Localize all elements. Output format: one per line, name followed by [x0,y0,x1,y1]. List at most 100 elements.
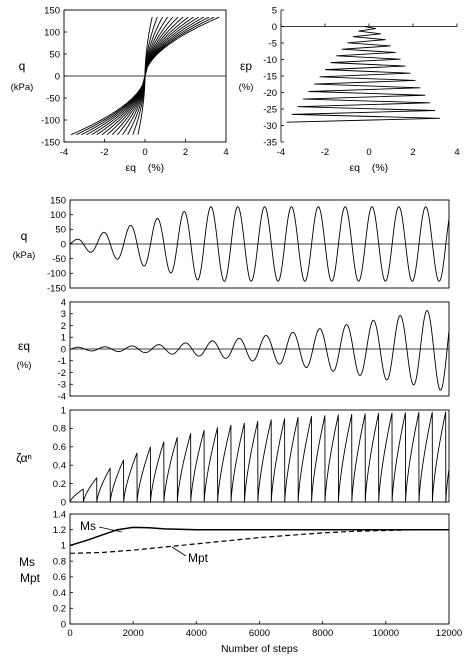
y-tick-label: 0.8 [53,424,66,435]
loop-cycle [132,16,158,135]
x-tick-label: 4 [223,147,228,158]
x-axis-label: εq [125,162,136,174]
y-tick-label: 0.2 [53,604,66,615]
y-tick-label: -35 [263,137,277,148]
annotation-Ms-arrow [98,526,123,533]
y-axis-label: ζαⁿ [16,451,32,465]
x-tick-label: 6000 [249,628,270,639]
y-tick-label: 0 [61,497,66,508]
loop-cycle [76,16,215,136]
y-tick-label: 0.4 [53,461,66,472]
loop-cycle [111,16,179,135]
x-tick-label: 2 [410,147,415,158]
y-tick-label: 0 [61,619,66,630]
loop-cycle [106,16,184,136]
y-tick-label: -30 [263,121,277,132]
y-tick-label: 1.2 [53,525,66,536]
x-axis-unit: (%) [372,162,388,174]
annotation-Mpt: Mpt [188,551,209,565]
x-tick-label: -4 [277,147,285,158]
loop-cycle [81,16,210,136]
x-tick-label: 0 [142,147,147,158]
y-tick-label: 0 [61,239,66,250]
y-axis-unit: (kPa) [13,250,36,261]
panel-q-history: 150 100 50 0 -50 -100 -150 q (kPa) [13,195,450,294]
y-tick-label: -15 [263,71,277,82]
x-tick-label: 8000 [312,628,333,639]
y-tick-label: -3 [58,380,66,391]
y-axis-label: q [19,59,26,73]
y-axis-label-Ms: Ms [19,555,35,569]
x-tick-label: -4 [60,147,68,158]
x-tick-label: -2 [321,147,329,158]
x-tick-label: 10000 [373,628,399,639]
loop-cycle [86,16,204,136]
x-tick-label: 12000 [436,628,462,639]
annotation-Mpt-arrow [171,546,187,557]
x-tick-label: 0 [366,147,371,158]
y-tick-label: -100 [47,269,66,280]
y-tick-label: -25 [263,104,277,115]
x-tick-label: 4 [454,147,459,158]
y-axis-label: εq [18,339,30,353]
y-tick-label: -2 [58,368,66,379]
y-tick-label: 50 [55,225,66,236]
y-tick-label: 2 [61,321,66,332]
series-Ms [69,526,449,547]
y-tick-label: 1 [61,333,66,344]
loop-cycle [70,16,220,136]
loop-cycle [101,16,189,136]
y-tick-label: 0.8 [53,556,66,567]
ep-eq-path [286,26,441,123]
y-tick-label: 0.6 [53,442,66,453]
y-tick-label: 0.4 [53,588,66,599]
loop-cycle [127,16,163,135]
y-tick-label: -100 [41,115,60,126]
panel-zeta-history: 1 0.8 0.6 0.4 0.2 0 ζαⁿ [16,405,450,508]
y-tick-label: -150 [41,137,60,148]
x-tick-label: -2 [100,147,108,158]
y-tick-label: -50 [52,254,66,265]
panel-q-strain: -4 -2 0 2 4 150 100 50 0 -50 -100 -150 q (kPa) εq (%) [11,5,229,174]
x-tick-label: 2 [183,147,188,158]
panel-M-history: 1.4 1.2 1 0.8 0.6 0.4 0.2 00 2000 4000 6000 8000 100… [19,509,462,655]
series-Mpt [69,529,449,554]
plot-frame [69,409,450,503]
y-tick-label: 1 [61,405,66,416]
y-tick-label: 5 [272,5,277,16]
y-tick-label: -5 [269,38,277,49]
y-tick-label: 0 [61,344,66,355]
x-axis-label: Number of steps [221,643,298,655]
y-tick-label: -150 [47,283,66,294]
y-tick-label: 1.4 [53,509,66,520]
strain-history-line [69,310,450,391]
y-axis-label: εp [240,59,252,73]
y-axis-unit: (kPa) [11,82,34,93]
y-tick-label: 0.2 [53,479,66,490]
loop-cycle [117,16,174,135]
y-tick-label: 100 [44,27,60,38]
y-axis-unit: (%) [239,82,254,93]
x-tick-label: 2000 [123,628,144,639]
loop-cycle [122,16,168,135]
y-tick-label: 150 [50,195,66,206]
loop-cycle [91,16,199,136]
loop-cycle [96,16,194,136]
y-tick-label: -1 [58,356,66,367]
y-tick-label: -20 [263,88,277,99]
y-tick-label: 0 [272,22,277,33]
y-tick-label: 100 [50,210,66,221]
x-tick-label: 4000 [186,628,207,639]
y-tick-label: 50 [49,49,60,60]
y-axis-unit: (%) [17,360,32,371]
y-tick-label: -50 [46,93,60,104]
y-tick-label: 1 [61,541,66,552]
q-history-line [69,206,450,282]
y-tick-label: 4 [61,297,66,308]
y-tick-label: -4 [58,391,66,402]
zeta-history-line [69,411,450,503]
x-axis-label: εq [349,162,360,174]
